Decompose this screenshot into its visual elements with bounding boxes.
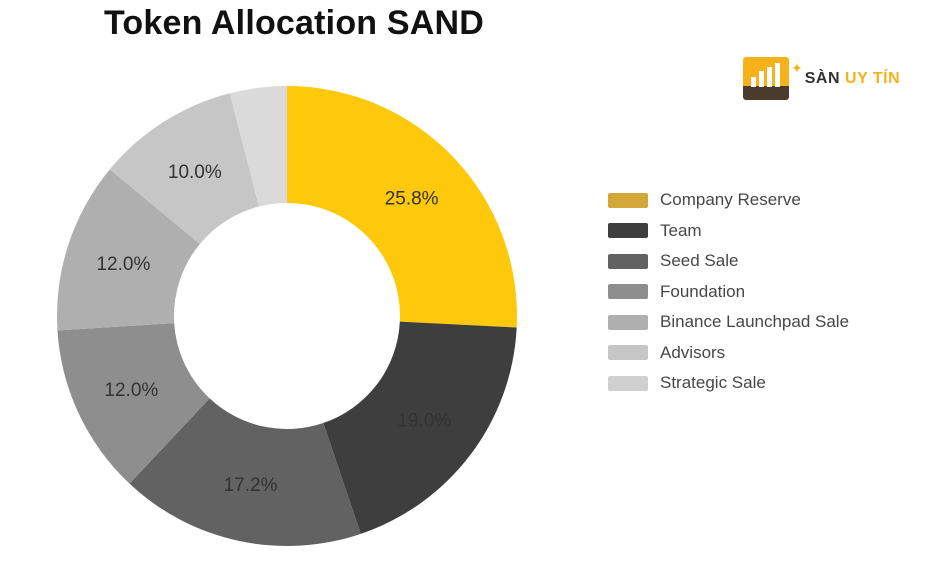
donut-chart: 25.8% 19.0% 17.2% 12.0% 12.0% 10.0% — [57, 86, 517, 546]
legend-swatch — [608, 253, 648, 269]
legend-label: Seed Sale — [660, 251, 739, 271]
legend-swatch — [608, 284, 648, 300]
legend-swatch — [608, 223, 648, 239]
chart-title: Token Allocation SAND — [103, 4, 485, 42]
sparkle-icon: ✦ — [791, 60, 803, 76]
legend-item: Foundation — [608, 277, 849, 308]
legend-label: Binance Launchpad Sale — [660, 312, 850, 332]
slice-foundation — [57, 323, 210, 484]
legend-item: Seed Sale — [608, 246, 849, 277]
slice-binance-launchpad-sale — [57, 169, 200, 331]
logo-chart-icon — [743, 57, 789, 100]
legend-item: Binance Launchpad Sale — [608, 307, 849, 338]
slice-advisors — [109, 93, 259, 244]
legend-item: Team — [608, 216, 849, 247]
legend-item: Company Reserve — [608, 185, 849, 216]
data-label: 17.2% — [224, 475, 278, 496]
logo: ✦ SÀN UY TÍN — [743, 57, 900, 100]
slice-team — [323, 321, 517, 534]
legend-label: Company Reserve — [660, 190, 801, 210]
legend-label: Foundation — [660, 281, 746, 301]
legend-label: Strategic Sale — [660, 373, 766, 393]
legend-swatch — [608, 192, 648, 208]
logo-text-a: SÀN — [804, 69, 841, 87]
slice-company-reserve — [287, 86, 517, 328]
data-label: 25.8% — [385, 188, 439, 209]
data-label: 12.0% — [104, 380, 158, 401]
legend: Company Reserve Team Seed Sale Foundation Bi… — [608, 185, 849, 399]
legend-label: Team — [660, 220, 702, 240]
legend-item: Advisors — [608, 338, 849, 369]
legend-swatch — [608, 345, 648, 361]
data-label: 10.0% — [168, 162, 222, 183]
slice-seed-sale — [129, 398, 361, 546]
data-label: 12.0% — [96, 254, 150, 275]
legend-swatch — [608, 314, 648, 330]
legend-swatch — [608, 375, 648, 391]
legend-item: Strategic Sale — [608, 368, 849, 399]
slice-strategic-sale — [229, 86, 287, 207]
logo-text-b: UY TÍN — [845, 69, 901, 87]
data-label: 19.0% — [397, 411, 451, 432]
legend-label: Advisors — [660, 342, 726, 362]
